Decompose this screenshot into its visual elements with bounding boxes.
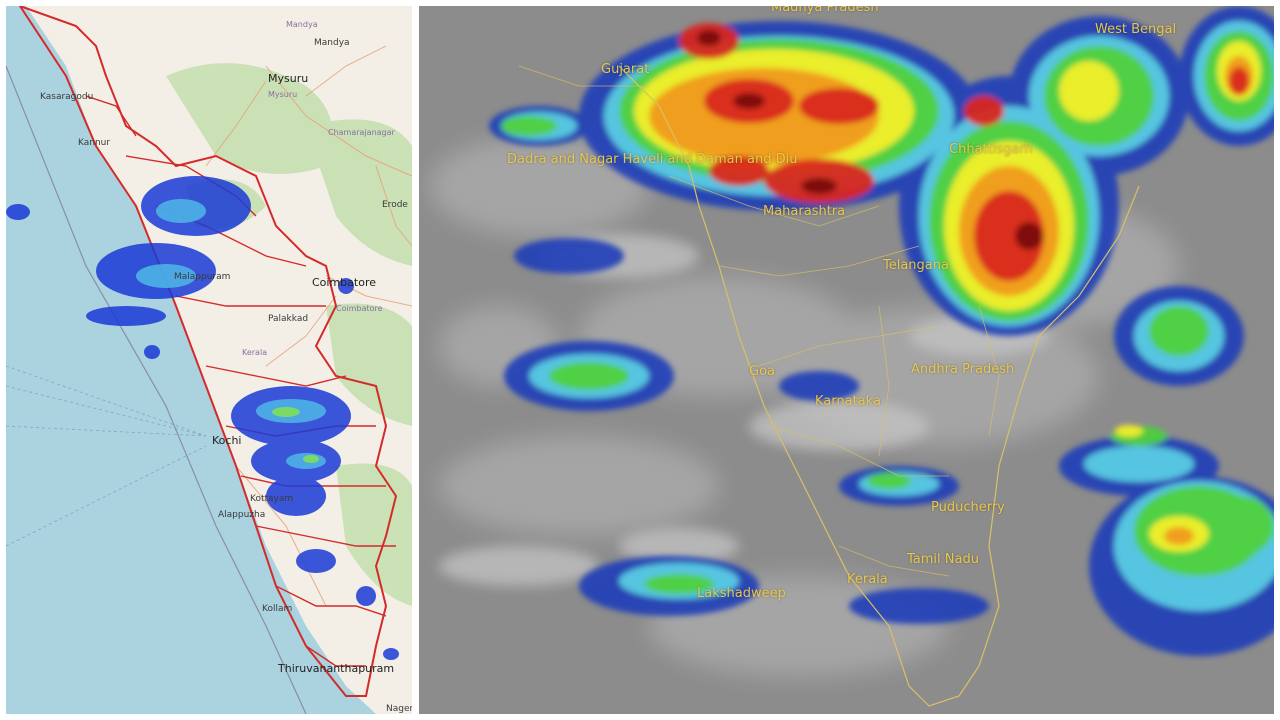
map-label-maharashtra: Maharashtra	[763, 204, 846, 219]
map-label-west-bengal: West Bengal	[1095, 22, 1177, 37]
map-label-dadra: Dadra and Nagar Haveli and Daman and Diu	[507, 152, 798, 167]
map-label-puducherry: Puducherry	[931, 500, 1005, 515]
kerala-map-graphics	[6, 6, 412, 714]
satellite-ir-map: Madhya Pradesh Gujarat West Bengal Dadra…	[419, 6, 1274, 714]
map-label-kerala-state: Kerala	[847, 572, 888, 587]
map-label-mysuru: Mysuru	[268, 72, 309, 85]
map-label-nagercoil: Nager	[386, 704, 412, 714]
map-label-kollam: Kollam	[262, 604, 293, 614]
map-label-coimbatore: Coimbatore	[312, 276, 376, 289]
map-label-mandya: Mandya	[314, 38, 350, 48]
map-label-karnataka: Karnataka	[815, 394, 881, 409]
convective-clouds	[489, 6, 1274, 656]
map-label-chamarajanagar: Chamarajanagar	[328, 128, 395, 137]
map-label-madhya-pradesh: Madhya Pradesh	[771, 6, 879, 15]
map-label-thiruvananthapuram: Thiruvananthapuram	[278, 662, 395, 675]
map-label-tamil-nadu: Tamil Nadu	[907, 552, 979, 567]
map-label-kasaragod: Kasaragodu	[40, 92, 94, 102]
map-label-mysuru-small: Mysuru	[268, 90, 298, 99]
india-coastline	[618, 65, 1140, 707]
map-label-palakkad: Palakkad	[268, 314, 309, 324]
map-label-erode: Erode	[382, 200, 408, 210]
radar-echoes	[6, 176, 399, 660]
map-label-kottayam: Kottayam	[250, 494, 294, 504]
kerala-radar-map: Mandya Mandya Mysuru Mysuru Chamarajanag…	[6, 6, 412, 714]
map-label-lakshadweep: Lakshadweep	[697, 586, 786, 601]
map-label-kochi: Kochi	[212, 434, 242, 447]
map-label-goa: Goa	[749, 364, 775, 379]
satellite-graphics	[429, 6, 1274, 707]
map-label-mandya-top: Mandya	[286, 20, 318, 29]
map-label-telangana: Telangana	[883, 258, 949, 273]
map-label-alappuzha: Alappuzha	[218, 510, 266, 520]
map-label-malappuram: Malappuram	[174, 272, 231, 282]
map-label-chhattisgarh: Chhattisgarh	[949, 142, 1033, 157]
map-label-coimbatore-small: Coimbatore	[336, 304, 383, 313]
arabian-sea	[6, 6, 376, 714]
map-label-andhra-pradesh: Andhra Pradesh	[911, 362, 1015, 377]
map-label-kannur: Kannur	[78, 138, 111, 148]
map-label-gujarat: Gujarat	[601, 62, 650, 77]
map-label-kerala: Kerala	[242, 348, 268, 357]
kerala-state-border	[18, 6, 398, 697]
